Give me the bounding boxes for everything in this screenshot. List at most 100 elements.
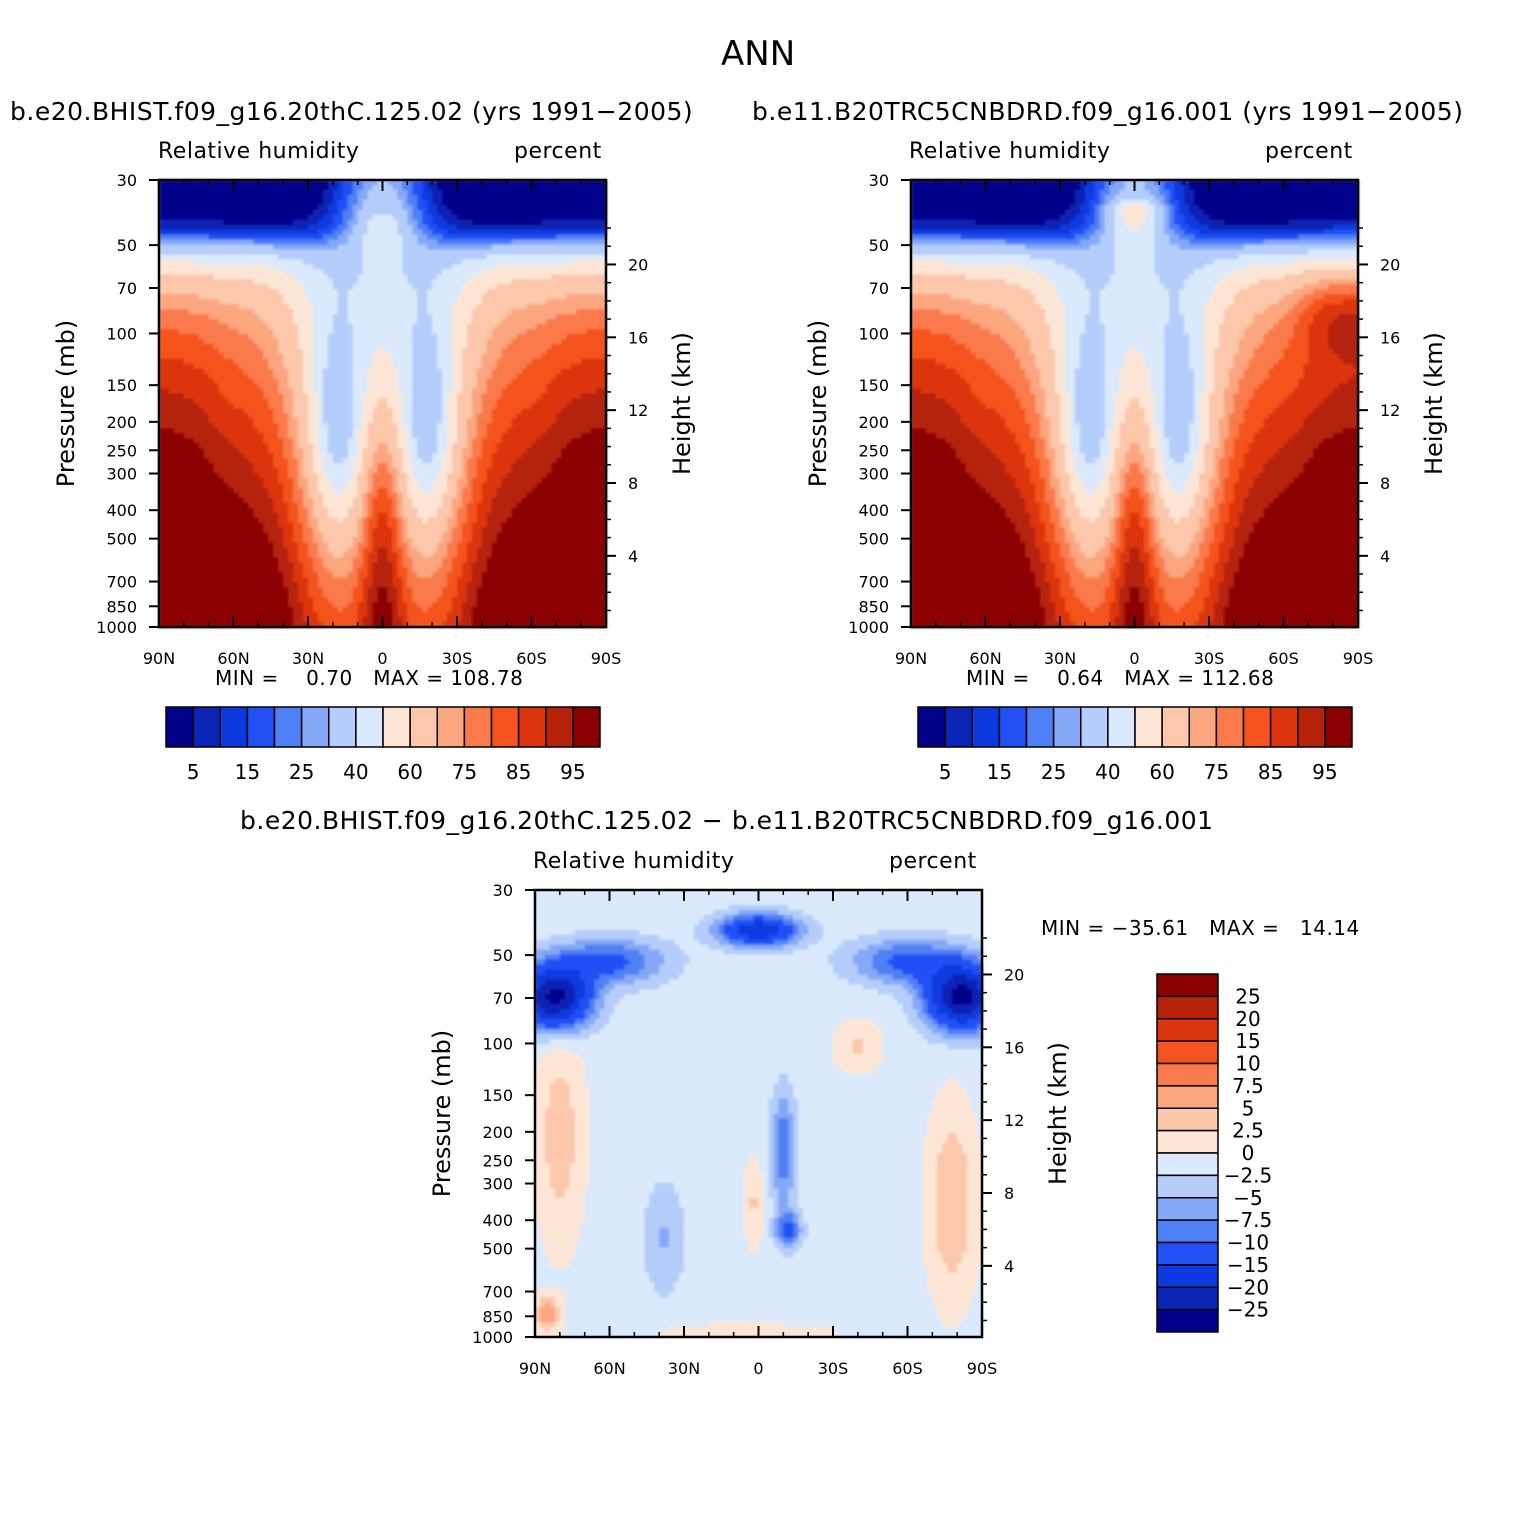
- panel-left-cell: [193, 229, 200, 236]
- panel-left-cell: [417, 383, 423, 390]
- panel-left-cell: [491, 418, 498, 424]
- panel-left-cell: [432, 204, 438, 211]
- panel-left-cell: [377, 259, 384, 266]
- panel-left-cell: [511, 343, 518, 350]
- panel-left-cell: [173, 289, 180, 295]
- panel-left-cell: [422, 368, 428, 375]
- panel-left-cell: [303, 204, 309, 211]
- panel-left-cell: [412, 259, 418, 266]
- panel-left-cell: [312, 368, 319, 375]
- panel-left-cell: [521, 353, 528, 360]
- panel-left-cell: [521, 373, 528, 380]
- panel-left-cell: [496, 398, 503, 405]
- panel-left-cell: [163, 209, 170, 216]
- panel-left-cell: [506, 269, 513, 275]
- panel-left-cell: [442, 229, 448, 236]
- panel-left-cell: [308, 393, 314, 400]
- panel-left-cell: [402, 388, 408, 395]
- panel-left-cell: [516, 269, 523, 275]
- panel-left-cell: [377, 368, 384, 375]
- panel-left-cell: [516, 358, 523, 365]
- panel-left-cell: [278, 338, 284, 345]
- panel-left-cell: [596, 418, 602, 424]
- panel-left-cell: [457, 348, 463, 355]
- panel-left-cell: [596, 294, 602, 300]
- panel-left-cell: [382, 433, 389, 439]
- panel-left-cell: [516, 180, 523, 186]
- panel-left-cell: [248, 333, 254, 340]
- panel-left-cell: [506, 358, 513, 365]
- panel-left-cell: [258, 329, 264, 335]
- panel-left-cell: [526, 289, 533, 295]
- panel-left-cell: [476, 189, 483, 196]
- panel-left-cell: [427, 363, 433, 370]
- panel-left-cell: [342, 403, 349, 410]
- panel-left-cell: [203, 373, 210, 380]
- panel-left-cell: [392, 209, 398, 216]
- panel-left-cell: [342, 254, 349, 261]
- panel-left-cell: [471, 194, 478, 201]
- panel-left-cell: [218, 418, 225, 424]
- panel-left-cell: [392, 348, 398, 355]
- panel-left-cell: [273, 343, 279, 350]
- panel-left-cell: [382, 304, 389, 310]
- panel-left-cell: [596, 448, 602, 454]
- panel-left-cell: [188, 259, 195, 266]
- panel-left-cell: [198, 363, 205, 370]
- panel-left-cell: [481, 438, 488, 444]
- panel-left-cell: [293, 413, 299, 419]
- panel-left-cell: [571, 324, 577, 330]
- panel-left-cell: [511, 214, 518, 221]
- panel-left-cell: [521, 403, 528, 410]
- panel-left-cell: [457, 418, 463, 424]
- panel-left-cell: [521, 229, 528, 236]
- panel-left-cell: [372, 234, 379, 241]
- panel-left-cell: [332, 180, 339, 186]
- panel-left-cell: [322, 314, 329, 320]
- panel-left-cell: [526, 408, 533, 415]
- panel-left-cell: [263, 408, 269, 415]
- panel-left-cell: [447, 319, 453, 325]
- panel-left-cell: [581, 338, 587, 345]
- panel-left-cell: [422, 204, 428, 211]
- panel-left-cell: [238, 194, 245, 201]
- panel-left-cell: [382, 194, 389, 201]
- panel-left-cell: [596, 204, 602, 211]
- panel-left-cell: [308, 368, 314, 375]
- panel-left-cell: [452, 413, 458, 419]
- panel-left-cell: [362, 413, 369, 419]
- panel-left-cell: [268, 333, 274, 340]
- panel-left-cell: [541, 398, 547, 405]
- panel-left-cell: [228, 398, 235, 405]
- panel-left-cell: [387, 418, 394, 424]
- panel-left-cell: [486, 393, 493, 400]
- panel-left-cell: [173, 319, 180, 325]
- panel-left-cell: [432, 264, 438, 270]
- panel-left-cell: [268, 378, 274, 385]
- panel-left-cell: [352, 438, 359, 444]
- panel-left-cell: [263, 229, 269, 236]
- panel-left-cell: [591, 393, 597, 400]
- panel-left-cell: [531, 294, 538, 300]
- panel-left-cell: [203, 453, 210, 459]
- panel-left-cell: [283, 388, 289, 395]
- panel-left-cell: [377, 279, 384, 285]
- panel-left-cell: [238, 269, 245, 275]
- panel-left-cell: [273, 408, 279, 415]
- minmax-diff: MIN = −35.61 MAX = 14.14: [1041, 916, 1360, 940]
- panel-left-cell: [188, 189, 195, 196]
- panel-left-cell: [213, 199, 220, 206]
- panel-left-cell: [173, 398, 180, 405]
- panel-left-cell: [476, 343, 483, 350]
- panel-left-cell: [452, 443, 458, 449]
- panel-left-cell: [173, 348, 180, 355]
- panel-left-cell: [362, 254, 369, 261]
- panel-left-cell: [407, 269, 413, 275]
- panel-left-cell: [581, 209, 587, 216]
- panel-left-cell: [437, 274, 443, 280]
- panel-left-cell: [352, 219, 359, 226]
- panel-left-cell: [566, 418, 572, 424]
- panel-left-cell: [486, 279, 493, 285]
- panel-left-cell: [392, 294, 398, 300]
- panel-left-cell: [238, 324, 245, 330]
